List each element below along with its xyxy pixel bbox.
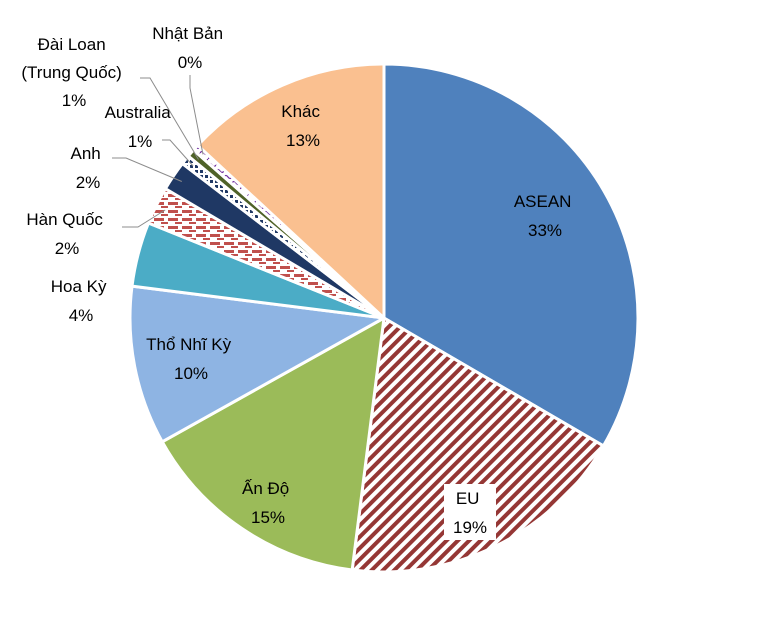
- leader-line-7: [162, 139, 194, 167]
- slice-label-eu: EU 19%: [453, 489, 487, 537]
- slice-label-anh: Anh 2%: [71, 144, 106, 192]
- pie-slice-2: [160, 316, 386, 572]
- slice-label-han-quoc: Hàn Quốc 2%: [26, 210, 107, 258]
- slice-label-dai-loan: Đài Loan (Trung Quốc) 1%: [21, 35, 126, 110]
- slice-label-australia: Australia 1%: [105, 103, 176, 151]
- pie-slice-0: [382, 62, 640, 448]
- slice-label-tho-nhi-ky: Thổ Nhĩ Kỳ 10%: [146, 335, 236, 383]
- slice-label-an-do: Ấn Độ 15%: [242, 479, 294, 527]
- slice-label-nhat-ban: Nhật Bản 0%: [152, 24, 228, 72]
- eu-label-box: [444, 484, 496, 540]
- leader-line-6: [112, 157, 182, 182]
- leader-line-5: [122, 209, 166, 228]
- slice-label-hoa-ky: Hoa Kỳ 4%: [51, 277, 111, 325]
- leader-lines: [112, 75, 204, 228]
- slice-label-asean: ASEAN 33%: [514, 192, 576, 240]
- slice-label-khac: Khác 13%: [281, 102, 324, 150]
- pie-slice-10: [196, 62, 386, 320]
- leader-line-9: [189, 75, 204, 155]
- pie-slices: [128, 62, 640, 574]
- leader-line-8: [140, 77, 199, 160]
- pie-slice-1: [350, 316, 605, 574]
- pie-slice-3: [128, 284, 386, 444]
